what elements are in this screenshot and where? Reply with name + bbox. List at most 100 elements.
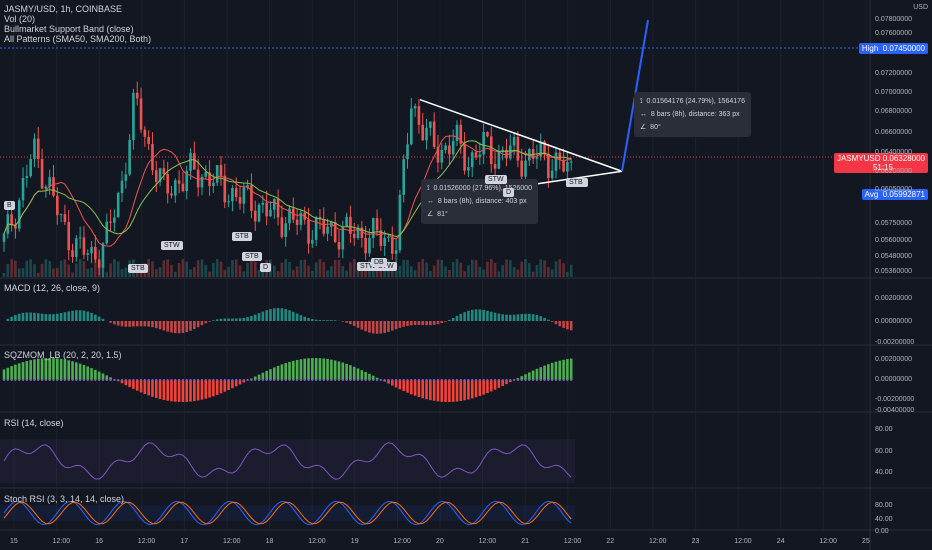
volume-bar: [330, 266, 333, 277]
macd-bar: [29, 312, 32, 321]
volume-bar: [75, 263, 78, 277]
candle-body: [40, 158, 44, 189]
candle-body: [383, 237, 386, 246]
pattern-label: STB: [232, 232, 252, 241]
time-tick: 16: [95, 538, 103, 545]
sqz-dot: [330, 378, 333, 382]
candle-body: [94, 246, 97, 260]
volume-bar: [425, 262, 428, 277]
candle-body: [154, 170, 158, 182]
sqz-bar: [406, 380, 409, 393]
candle-body: [539, 141, 543, 157]
pattern-label: STW: [161, 241, 183, 250]
candle-body: [333, 222, 337, 242]
pattern-label: STB: [242, 252, 262, 261]
sqz-dot: [505, 378, 508, 382]
volume-bar: [516, 269, 520, 277]
sqz-dot: [193, 378, 196, 382]
macd-bar: [352, 321, 356, 326]
candle-body: [177, 180, 181, 184]
sqz-bar: [276, 365, 280, 380]
sqz-bar: [67, 360, 71, 380]
time-tick: 12:00: [819, 538, 837, 545]
sqz-dot: [101, 378, 105, 382]
sqz-bar: [295, 359, 299, 380]
candle-body: [227, 201, 230, 203]
sqz-dot: [48, 378, 51, 382]
macd-bar: [394, 321, 398, 330]
sqz-bar: [158, 380, 162, 400]
rsi-label: RSI (14, close): [4, 418, 64, 428]
volume-bar: [432, 265, 436, 277]
volume-bar: [360, 270, 364, 277]
volume-bar: [147, 259, 150, 277]
sqz-dot: [86, 378, 89, 382]
sqz-bar: [451, 380, 455, 402]
volume-bar: [326, 270, 329, 277]
sqz-dot: [398, 378, 401, 382]
volume-bar: [189, 269, 192, 277]
volume-bar: [48, 261, 51, 277]
volume-bar: [497, 271, 501, 277]
sqz-bar: [82, 364, 86, 380]
candle-body: [250, 185, 253, 211]
price-tick: 0.06600000: [875, 129, 912, 136]
indicator-panes: [0, 308, 575, 526]
candle-body: [101, 243, 105, 268]
macd-bar: [75, 310, 78, 321]
candle-body: [162, 168, 166, 174]
volume-bar: [379, 270, 383, 277]
sqz-bar: [196, 380, 200, 401]
candle-body: [337, 241, 341, 250]
candle-body: [474, 152, 478, 158]
candle-body: [482, 132, 485, 155]
volume-bar: [238, 265, 242, 277]
candle-body: [295, 219, 299, 225]
sqz-dot: [67, 378, 70, 382]
candle-body: [524, 160, 527, 177]
macd-bar: [501, 314, 504, 321]
candle-body: [120, 180, 124, 194]
volume-bar: [295, 266, 299, 277]
macd-bar: [238, 318, 242, 321]
volume-bar: [299, 259, 303, 277]
sqz-dot: [539, 378, 542, 382]
macd-bar: [478, 309, 482, 321]
candle-body: [436, 146, 440, 163]
sqz-dot: [98, 378, 101, 382]
sqz-dot: [208, 378, 211, 382]
sqz-dot: [273, 378, 276, 382]
sqz-bar: [349, 365, 352, 380]
sqz-dot: [402, 378, 405, 382]
volume-bar: [185, 261, 189, 277]
rsi-tick: 80.00: [875, 426, 893, 433]
macd-bar: [368, 321, 371, 333]
sqz-bar: [432, 380, 436, 401]
sqz-dot: [6, 378, 9, 382]
volume-bar: [375, 266, 379, 277]
sqz-bar: [257, 374, 261, 380]
candle-body: [151, 144, 154, 171]
candle-body: [196, 169, 200, 188]
sqz-bar: [2, 369, 6, 380]
sqz-bar: [368, 373, 371, 380]
volume-bar: [288, 261, 291, 277]
sqz-dot: [364, 378, 367, 382]
sqz-dot: [459, 378, 462, 382]
sqz-bar: [444, 380, 447, 402]
macd-bar: [147, 321, 150, 327]
candle-body: [569, 161, 573, 163]
sqz-dot: [360, 378, 363, 382]
macd-bar: [120, 321, 124, 327]
time-tick: 24: [776, 538, 785, 545]
sqz-bar: [562, 359, 565, 380]
macd-bar: [250, 316, 253, 321]
sqz-tick: -0.00200000: [875, 396, 915, 403]
macd-bar: [63, 312, 67, 321]
volume-bar: [90, 267, 93, 277]
volume-bar: [520, 261, 524, 277]
macd-bar: [444, 321, 447, 322]
macd-bar: [139, 321, 143, 327]
sqz-dot: [14, 378, 17, 382]
